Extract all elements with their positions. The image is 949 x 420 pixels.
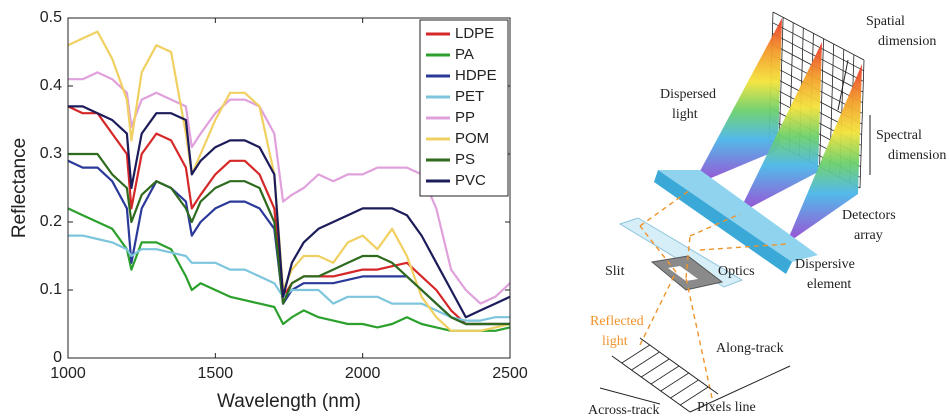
y-axis-label: Reflectance <box>9 138 30 238</box>
ray <box>639 271 677 346</box>
pixel-cell-line <box>660 372 689 392</box>
series-line <box>67 207 511 332</box>
y-tick-label: 0.1 <box>40 281 62 298</box>
y-tick-label: 0.5 <box>40 9 62 26</box>
y-tick-label: 0 <box>53 349 62 366</box>
series-line <box>68 105 511 319</box>
y-tick-label: 0.2 <box>40 213 62 230</box>
diagram-label: light <box>602 334 628 349</box>
diagram-label: dimension <box>878 34 936 49</box>
plot-frame <box>67 17 511 359</box>
diagram-label: Spectral <box>876 128 922 143</box>
diagram-labels: Spatial dimension Dispersed light Spectral di… <box>588 14 946 418</box>
y-tick-label: 0.4 <box>40 77 62 94</box>
pixel-cell-line <box>680 386 709 406</box>
ray <box>639 189 691 227</box>
legend-label: PET <box>455 88 484 105</box>
along-arrow <box>689 365 791 413</box>
pixel-cell-line <box>650 365 680 385</box>
x-axis-label: Wavelength (nm) <box>217 391 361 412</box>
prism-side <box>654 170 792 274</box>
legend-label: PA <box>455 46 474 63</box>
chart: 0 0.1 0.2 0.3 0.4 0.5 1000 1500 2000 2500 Waveleng… <box>9 9 528 412</box>
series-line <box>68 152 510 326</box>
x-tick-label: 2500 <box>492 365 528 382</box>
dispersed-beam <box>692 18 782 186</box>
pixel-cell-line <box>670 379 699 399</box>
diagram-label: Detectors <box>842 208 896 223</box>
prism-top <box>658 170 818 262</box>
legend-label: PS <box>455 151 475 168</box>
pixel-cells <box>621 344 709 406</box>
slit-opening <box>668 266 698 281</box>
legend: LDPE PA HDPE PET PP POM PS PVC <box>419 19 509 197</box>
grid-cell-line <box>772 22 864 72</box>
diagram-label: dimension <box>888 148 946 163</box>
ray <box>639 225 677 273</box>
diagram-label: light <box>672 107 698 122</box>
x-tick-label: 1500 <box>198 365 234 382</box>
diagram-label: Dispersed <box>660 87 716 102</box>
ray <box>689 213 741 237</box>
legend-box <box>419 19 509 197</box>
grid-cell-line <box>772 11 865 61</box>
diagram-label: array <box>854 228 883 243</box>
diagram-label: Reflected <box>590 314 644 329</box>
ray <box>685 277 713 399</box>
ray <box>685 235 691 279</box>
x-tick-label: 1000 <box>50 365 86 382</box>
legend-label: PP <box>455 109 475 126</box>
pixel-cell-line <box>631 351 660 371</box>
dispersed-beam <box>738 42 822 214</box>
legend-label: POM <box>455 130 489 147</box>
light-path <box>639 189 789 399</box>
diagram-label: Pixels line <box>697 400 756 415</box>
diagram-label: Optics <box>718 264 755 279</box>
legend-label: HDPE <box>455 67 497 84</box>
diagram-label: Slit <box>605 264 625 279</box>
pixel-cell-line <box>621 344 650 364</box>
dispersed-beam <box>786 64 862 244</box>
diagram: Spatial dimension Dispersed light Spectral di… <box>588 11 946 418</box>
diagram-label: Across-track <box>588 403 660 418</box>
legend-label: LDPE <box>455 25 494 42</box>
diagram-label: Dispersive <box>795 257 855 272</box>
legend-label: PVC <box>455 172 486 189</box>
x-tick-label: 2000 <box>345 365 381 382</box>
across-arrow <box>599 387 661 405</box>
diagram-label: Along-track <box>716 341 784 356</box>
spatial-arrow <box>837 59 849 111</box>
diagram-label: Spatial <box>866 14 905 29</box>
y-tick-label: 0.3 <box>40 145 62 162</box>
diagram-label: element <box>807 277 851 292</box>
pixel-cell-line <box>641 358 670 378</box>
ray <box>699 243 789 251</box>
